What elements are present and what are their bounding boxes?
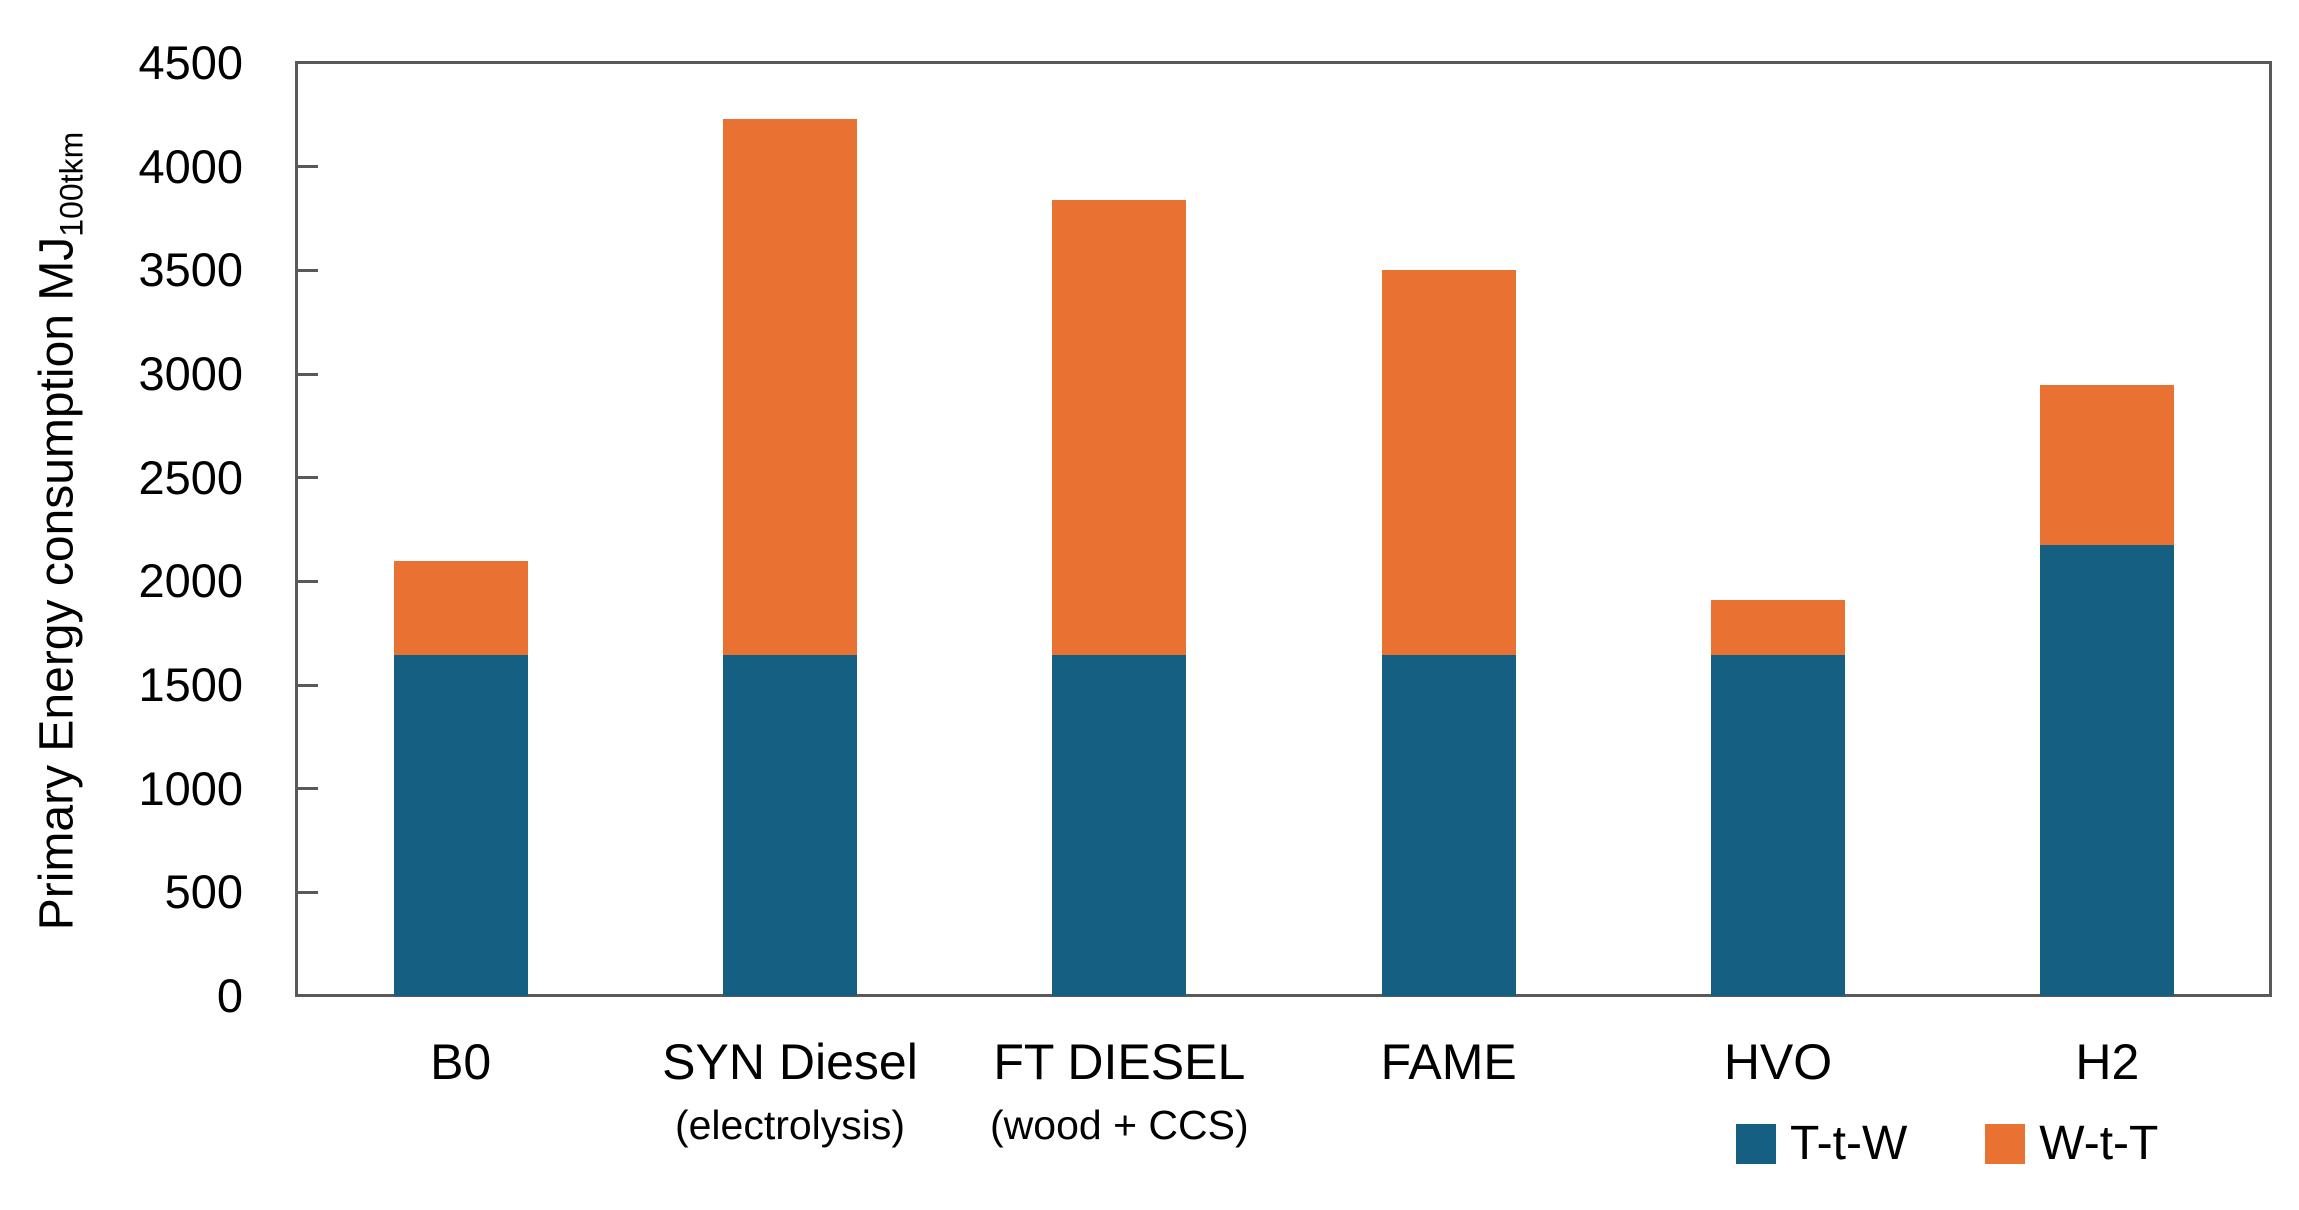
bar-segment-ttw [393,654,528,996]
legend-swatch-ttw [1736,1124,1776,1164]
plot-area [295,61,2272,997]
bar-segment-wtt [2040,385,2175,546]
x-axis-sublabel: (wood + CCS) [990,1102,1249,1148]
y-axis-tick [298,579,318,583]
x-axis-sublabel: (electrolysis) [674,1102,906,1148]
bar-segment-wtt [1381,270,1516,655]
bar-segment-wtt [393,560,528,655]
legend-item-ttw: T-t-W [1736,1118,1907,1170]
y-axis-tick-label: 4500 [138,36,243,89]
bar-segment-ttw [2040,545,2175,996]
bar-segment-wtt [1052,199,1187,655]
bar-group-ft-diesel [1052,199,1187,996]
bar-group-h2 [2040,385,2175,996]
bar-segment-wtt [1711,599,1845,655]
x-axis-label: B0 [430,1034,492,1090]
x-axis-label: H2 [2075,1034,2140,1090]
x-axis-label: FT DIESEL [993,1034,1246,1090]
legend-swatch-wtt [1985,1124,2026,1164]
y-axis-tick-label: 1500 [138,658,243,711]
bar-group-b0 [393,560,528,996]
y-axis-tick [298,268,318,272]
y-axis-tick [298,890,318,894]
y-axis-tick-label: 1000 [138,761,243,815]
y-axis-tick [298,476,318,480]
y-axis-tick-label: 2500 [138,450,243,504]
bar-segment-ttw [723,654,857,996]
y-axis-tick-label: 500 [164,865,243,919]
bar-segment-wtt [723,118,857,655]
legend-item-wtt: W-t-T [1985,1118,2158,1170]
y-axis-tick-label: 0 [216,969,243,1022]
y-axis-tick-label: 4000 [138,139,243,193]
y-axis-tick [298,787,318,791]
y-axis-tick-label: 3500 [138,243,243,297]
y-axis-tick [298,683,318,687]
x-axis-label: HVO [1723,1034,1833,1090]
bar-group-fame [1381,270,1516,996]
legend-label-ttw: T-t-W [1790,1117,1908,1170]
y-axis-tick-label: 2000 [138,554,243,608]
x-axis-label: FAME [1380,1034,1517,1090]
bar-segment-ttw [1711,654,1845,996]
legend-label-wtt: W-t-T [2039,1117,2159,1170]
y-axis-tick-label: 3000 [138,347,243,400]
bar-group-hvo [1711,599,1845,996]
y-axis-title: Primary Energy consumption MJ100tkm [27,65,90,998]
bar-segment-ttw [1381,654,1516,996]
bar-segment-ttw [1052,654,1187,996]
bar-group-syn-diesel [723,118,857,996]
y-axis-tick [298,372,318,376]
x-axis-label: SYN Diesel [662,1034,918,1090]
legend: T-t-W W-t-T [1736,1118,2158,1170]
y-axis-tick [298,165,318,169]
